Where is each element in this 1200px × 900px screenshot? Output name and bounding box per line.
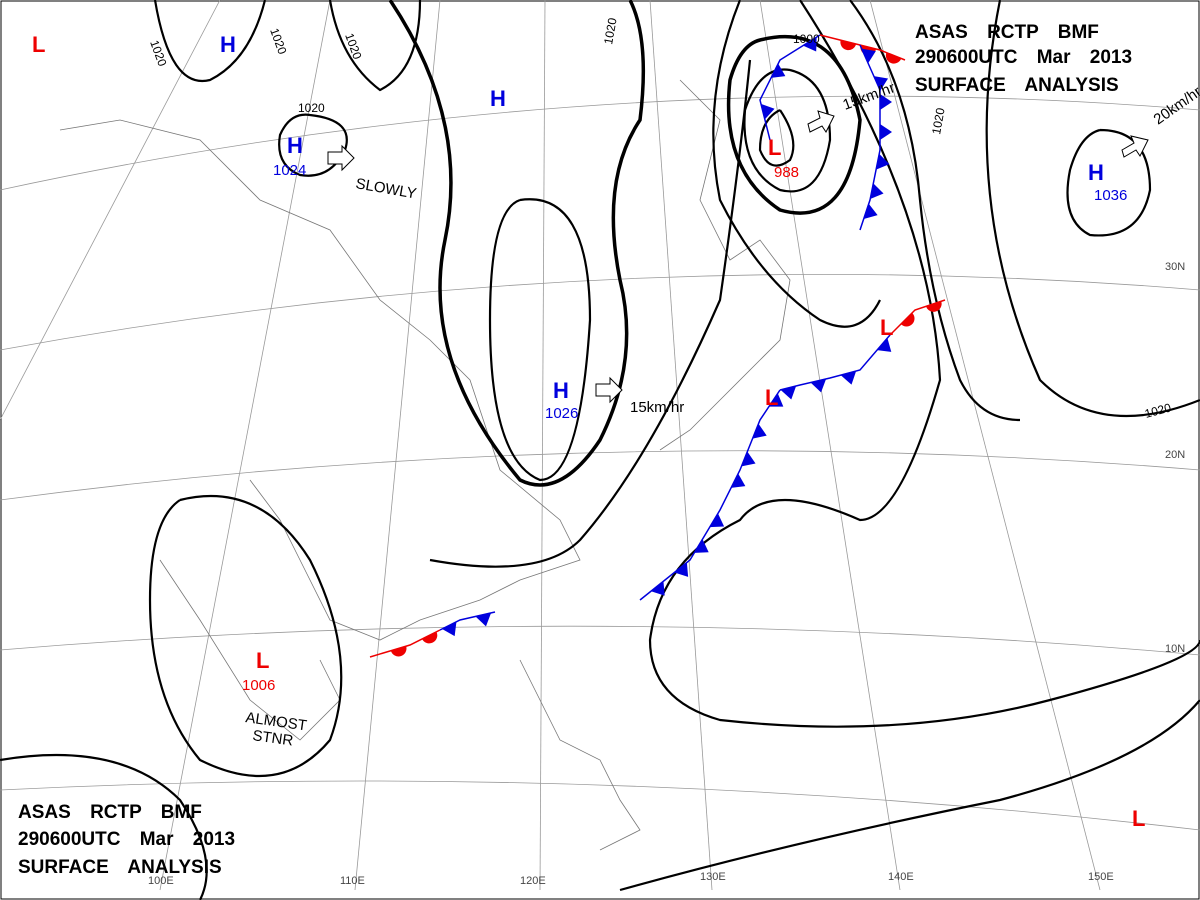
isobar-label: 1000 [793, 32, 820, 46]
isobar-label: 1020 [298, 101, 325, 115]
longitude-label: 110E [340, 875, 365, 887]
cold-front-symbol [880, 124, 892, 140]
high-center: H [1088, 160, 1104, 185]
cold-front-symbol [709, 513, 725, 528]
latitude-label: 20N [1165, 449, 1185, 461]
longitude-label: 150E [1088, 871, 1114, 883]
header-line: ASAS RCTP BMF [915, 22, 1099, 43]
cold-front-symbol [731, 473, 746, 488]
header-line: 290600UTC Mar 2013 [18, 829, 235, 850]
cold-front-symbol [741, 451, 756, 467]
low-center: L [768, 135, 781, 160]
warm-front-symbol [422, 631, 438, 644]
cold-front-symbol [810, 378, 827, 393]
cold-front-symbol [803, 37, 817, 52]
pressure-centers: L H H 1024 H H 1026 L 988 H 1036 L L L 1… [32, 32, 1145, 831]
front-line [779, 334, 891, 391]
cold-front-symbol [861, 48, 876, 64]
low-center: L [256, 648, 269, 673]
pressure-value: 1026 [545, 405, 578, 422]
high-center: H [553, 378, 569, 403]
cold-front-symbol [780, 385, 797, 400]
cold-front-symbol [674, 562, 689, 577]
fronts [369, 34, 946, 658]
isobar-label: 1020 [601, 16, 619, 45]
cold-front-symbol [768, 393, 784, 407]
header-line: SURFACE ANALYSIS [915, 75, 1119, 96]
high-center: H [220, 32, 236, 57]
cold-front-symbol [650, 581, 665, 596]
geo-labels: 100E 110E 120E 130E 140E 150E 30N 20N 10… [148, 261, 1185, 887]
cold-front-symbol [880, 94, 892, 110]
isobar-labels: 1020 1020 1020 1020 1020 1000 1020 1020 [147, 16, 1173, 420]
cold-front-symbol [863, 203, 878, 219]
cold-front-symbol [752, 423, 767, 439]
isobar-label: 1020 [1143, 400, 1173, 421]
high-center: H [490, 86, 506, 111]
cold-front-symbol [870, 183, 884, 200]
warm-front-symbol [900, 312, 915, 327]
cold-front-symbol [760, 103, 775, 120]
longitude-label: 100E [148, 875, 174, 887]
latitude-label: 30N [1165, 261, 1185, 273]
cold-front-symbol [475, 612, 492, 627]
coastlines [59, 79, 791, 851]
front-line [819, 34, 906, 61]
movement-label: STNR [251, 727, 294, 750]
cold-front-symbol [694, 539, 709, 553]
isobar-label: 1020 [929, 106, 947, 135]
latitude-label: 10N [1165, 643, 1185, 655]
low-center: L [1132, 806, 1145, 831]
pressure-value: 1006 [242, 677, 275, 694]
pressure-value: 1036 [1094, 187, 1127, 204]
cold-front-symbol [442, 621, 457, 637]
headers: ASAS RCTP BMF 290600UTC Mar 2013 SURFACE… [18, 22, 1132, 878]
header-line: 290600UTC Mar 2013 [915, 47, 1132, 68]
warm-front-symbol [885, 52, 902, 64]
pressure-value: 1024 [273, 162, 306, 179]
longitude-label: 140E [888, 871, 914, 883]
warm-front-symbol [390, 646, 407, 657]
header-line: SURFACE ANALYSIS [18, 857, 222, 878]
front-line [759, 34, 821, 141]
cold-front-symbol [876, 153, 890, 170]
low-center: L [32, 32, 45, 57]
longitude-label: 120E [520, 875, 546, 887]
high-center: H [287, 133, 303, 158]
warm-front-symbol [926, 301, 942, 312]
front-line [369, 629, 441, 658]
movement-label: 15km/hr [630, 399, 684, 416]
longitude-label: 130E [700, 871, 726, 883]
cold-front-symbol [873, 76, 889, 91]
low-center: L [765, 385, 778, 410]
low-center: L [880, 315, 893, 340]
cold-front-symbol [771, 63, 786, 78]
header-line: ASAS RCTP BMF [18, 802, 202, 823]
cold-front-symbol [840, 371, 857, 385]
cold-front-symbol [876, 338, 892, 352]
pressure-value: 988 [774, 164, 799, 181]
warm-front-symbol [840, 40, 857, 51]
